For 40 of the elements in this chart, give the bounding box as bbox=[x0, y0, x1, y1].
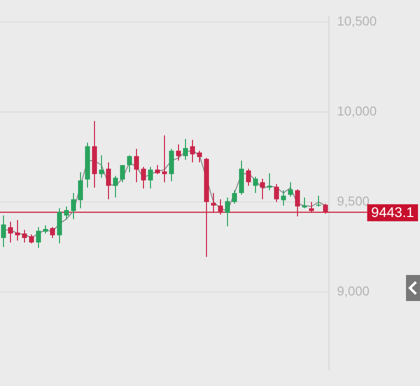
candlestick bbox=[246, 168, 251, 186]
candlestick bbox=[8, 221, 13, 243]
candlestick bbox=[57, 208, 62, 244]
candlestick bbox=[22, 229, 27, 243]
candlestick bbox=[99, 154, 104, 178]
candlestick bbox=[288, 182, 293, 198]
candlestick bbox=[316, 195, 321, 207]
candlestick bbox=[176, 144, 181, 162]
candlestick bbox=[1, 214, 6, 248]
candlestick bbox=[197, 150, 202, 163]
candlestick bbox=[211, 192, 216, 214]
candlestick bbox=[71, 192, 76, 220]
candlestick bbox=[141, 166, 146, 190]
candlestick bbox=[218, 198, 223, 216]
candlestick bbox=[274, 184, 279, 202]
candlestick bbox=[36, 226, 41, 248]
candlestick bbox=[309, 201, 314, 214]
candlestick bbox=[15, 219, 20, 242]
ref-line-label: 9443.1 bbox=[371, 204, 414, 220]
candlestick bbox=[50, 226, 55, 238]
candlestick bbox=[183, 138, 188, 160]
candlestick bbox=[162, 134, 167, 183]
candlestick bbox=[148, 166, 153, 190]
candlestick bbox=[127, 154, 132, 173]
candlestick bbox=[232, 190, 237, 204]
candlestick bbox=[260, 178, 265, 200]
candlestick bbox=[295, 188, 300, 217]
candlestick bbox=[281, 190, 286, 206]
candlestick bbox=[323, 203, 328, 214]
candlestick bbox=[78, 172, 83, 209]
candlestick bbox=[106, 162, 111, 200]
candlestick bbox=[169, 148, 174, 182]
candlestick bbox=[113, 175, 118, 198]
candlestick bbox=[120, 164, 125, 183]
candlestick bbox=[253, 176, 258, 194]
candlestick bbox=[134, 148, 139, 183]
candlestick bbox=[225, 197, 230, 227]
candlestick bbox=[190, 139, 195, 163]
candlestick bbox=[302, 197, 307, 209]
candlestick bbox=[64, 206, 69, 220]
